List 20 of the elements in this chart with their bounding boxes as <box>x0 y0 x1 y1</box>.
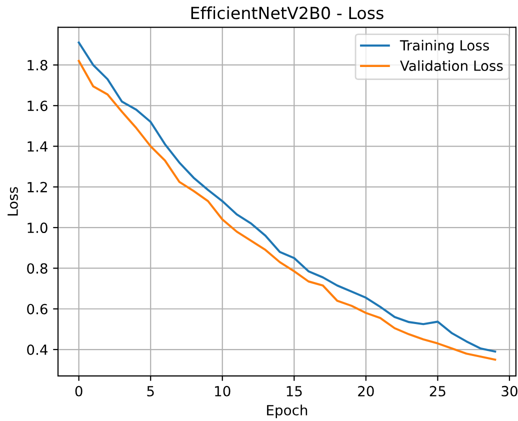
y-tick-label: 1.4 <box>28 141 48 152</box>
x-tick-label: 25 <box>430 386 446 396</box>
y-axis-title: Loss <box>8 187 18 216</box>
x-tick-label: 30 <box>502 386 518 396</box>
y-tick-label: 1.0 <box>28 222 48 234</box>
y-tick-label: 0.8 <box>27 263 48 274</box>
x-tick-label: 0 <box>75 386 82 396</box>
x-tick-label: 5 <box>147 386 154 396</box>
x-tick-label: 10 <box>215 386 230 396</box>
y-tick-label: 0.6 <box>27 304 48 314</box>
x-tick-label: 20 <box>358 386 374 396</box>
y-tick-label: 1.2 <box>28 182 47 192</box>
legend-label: Validation Loss <box>400 60 503 71</box>
y-tick-label: 0.4 <box>27 344 48 356</box>
y-tick-label: 1.8 <box>28 60 48 70</box>
legend-label: Training Loss <box>400 40 489 54</box>
x-axis-title: Epoch <box>267 404 308 418</box>
chart-title: EfficientNetV2B0 - Loss <box>191 6 384 20</box>
x-tick-label: 15 <box>286 386 302 396</box>
y-tick-label: 1.6 <box>28 100 48 112</box>
